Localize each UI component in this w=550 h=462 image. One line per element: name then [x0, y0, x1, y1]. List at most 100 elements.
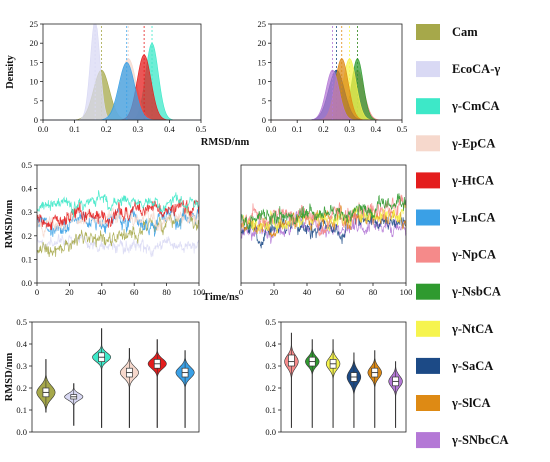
- x-tick-label: 0.3: [132, 124, 143, 134]
- legend-swatch: [416, 283, 440, 300]
- legend-swatch: [416, 135, 440, 152]
- y-tick-label: 0.2: [265, 383, 276, 393]
- chart-density-right: 0 5 10 15 20 25 0.0 0.1 0.2 0.3 0.4 0.5: [258, 19, 408, 134]
- violin-γ-NpCA: [284, 332, 299, 428]
- y-axis-title: Density: [5, 54, 16, 89]
- legend-label: γ-NtCA: [451, 322, 493, 336]
- x-tick-label: 0.5: [196, 124, 207, 134]
- plot-frame: [42, 23, 202, 121]
- plot-frame: [240, 164, 407, 284]
- x-tick-label: 0.1: [69, 124, 80, 134]
- legend-swatch: [416, 320, 440, 337]
- legend-item: γ-SNbcCA: [416, 432, 509, 449]
- density-series-γ-LnCA: [43, 62, 201, 121]
- x-tick-label: 0.5: [397, 124, 408, 134]
- y-tick-label: 0.4: [21, 184, 32, 194]
- rmsd-series-γ-NsbCA: [240, 193, 407, 230]
- x-tick-label: 20: [270, 287, 279, 297]
- legend-swatch: [416, 98, 440, 115]
- x-axis-title: Time/ns: [203, 292, 239, 303]
- legend-label: γ-SaCA: [451, 359, 493, 373]
- y-tick-label: 0: [34, 115, 38, 125]
- plot-frame: [31, 321, 200, 433]
- y-tick-label: 0.1: [16, 405, 27, 415]
- chart-violin-left: 0.0 0.1 0.2 0.3 0.4 0.5 RMSD/nm: [4, 317, 200, 437]
- y-tick-label: 15: [258, 57, 267, 67]
- legend-label: γ-LnCA: [451, 211, 495, 225]
- x-tick-label: 20: [65, 287, 74, 297]
- y-tick-label: 25: [30, 19, 39, 29]
- y-tick-label: 0.5: [265, 317, 276, 327]
- legend-swatch: [416, 24, 440, 40]
- rmsd-series-γ-CmCA: [36, 190, 200, 218]
- legend: Cam EcoCA-γ γ-CmCA γ-EpCA γ-HtCA γ-LnCA γ-NpCA…: [416, 24, 509, 449]
- x-tick-label: 0.0: [38, 124, 49, 134]
- legend-item: γ-NsbCA: [416, 283, 501, 300]
- violin-γ-SaCA: [346, 352, 362, 428]
- y-tick-label: 0.5: [21, 160, 32, 170]
- y-tick-label: 20: [30, 38, 39, 48]
- x-tick-label: 60: [336, 287, 345, 297]
- legend-item: γ-SaCA: [416, 357, 493, 374]
- legend-label: γ-CmCA: [451, 99, 500, 113]
- x-tick-label: 0.2: [318, 124, 329, 134]
- chart-panels: 0 5 10 15 20 25 0.0 0.1 0.2 0.3 0.4 0.5 Density RMSD/…: [4, 19, 412, 437]
- y-tick-label: 0.0: [16, 427, 27, 437]
- legend-item: γ-HtCA: [416, 172, 494, 189]
- y-tick-label: 0.5: [16, 317, 27, 327]
- violin-γ-CmCA: [92, 328, 112, 428]
- x-tick-label: 0.0: [266, 124, 277, 134]
- y-tick-label: 0.0: [21, 278, 32, 288]
- y-tick-label: 0.4: [265, 339, 276, 349]
- x-tick-label: 0.2: [101, 124, 112, 134]
- y-axis-title: RMSD/nm: [4, 353, 15, 402]
- violin-Cam: [36, 359, 56, 413]
- violin-γ-SlCA: [367, 350, 382, 428]
- legend-swatch: [416, 357, 440, 374]
- y-tick-label: 0.1: [265, 405, 276, 415]
- legend-item: γ-CmCA: [416, 98, 500, 115]
- legend-item: Cam: [416, 24, 478, 40]
- y-tick-label: 0.2: [16, 383, 27, 393]
- legend-item: γ-EpCA: [416, 135, 495, 152]
- x-tick-label: 0.4: [370, 124, 381, 134]
- rmsd-series-Cam: [36, 204, 200, 257]
- legend-swatch: [416, 395, 440, 411]
- legend-label: γ-SlCA: [451, 396, 491, 410]
- plot-frame: [36, 164, 200, 284]
- y-axis-title: RMSD/nm: [4, 200, 15, 249]
- y-tick-label: 5: [34, 96, 38, 106]
- legend-swatch: [416, 209, 440, 226]
- x-tick-label: 80: [162, 287, 171, 297]
- x-tick-label: 0.1: [292, 124, 303, 134]
- x-tick-label: 40: [98, 287, 107, 297]
- y-tick-label: 15: [30, 57, 39, 67]
- x-tick-label: 80: [369, 287, 378, 297]
- violin-γ-NtCA: [325, 339, 341, 428]
- plot-frame: [280, 321, 407, 433]
- chart-density-left: 0 5 10 15 20 25 0.0 0.1 0.2 0.3 0.4 0.5 Density RMSD/…: [5, 19, 249, 148]
- y-tick-label: 0.4: [16, 339, 27, 349]
- legend-item: γ-NtCA: [416, 320, 493, 337]
- x-tick-label: 60: [130, 287, 139, 297]
- x-tick-label: 40: [303, 287, 312, 297]
- y-tick-label: 10: [30, 77, 39, 87]
- chart-violin-right: 0.0 0.1 0.2 0.3 0.4 0.5: [265, 317, 407, 437]
- y-tick-label: 25: [258, 19, 267, 29]
- y-tick-label: 0.3: [16, 361, 27, 371]
- y-tick-label: 5: [262, 96, 266, 106]
- x-tick-label: 0.4: [164, 124, 175, 134]
- violin-γ-EpCA: [119, 348, 139, 428]
- violin-γ-NsbCA: [305, 339, 320, 428]
- chart-timeseries-left: 0.0 0.1 0.2 0.3 0.4 0.5 0 20 40 60 80 100 RMSD/nm Tim…: [4, 160, 239, 303]
- chart-timeseries-right: 0 20 40 60 80 100: [239, 164, 412, 297]
- x-tick-label: 0.3: [344, 124, 355, 134]
- rmsd-series-EcoCA-γ: [36, 233, 200, 258]
- legend-swatch: [416, 246, 440, 263]
- legend-label: EcoCA-γ: [452, 62, 500, 76]
- rmsd-series-γ-NpCA: [240, 194, 407, 237]
- legend-item: γ-SlCA: [416, 395, 491, 411]
- x-tick-label: 100: [193, 287, 206, 297]
